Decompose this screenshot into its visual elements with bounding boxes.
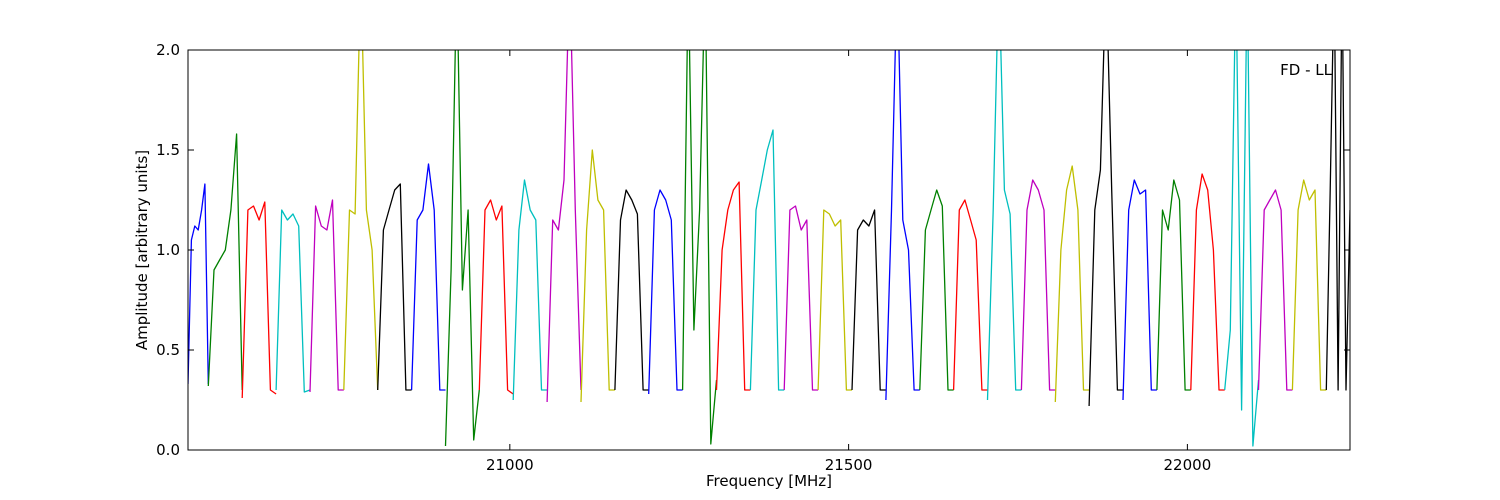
- series-line-4: [309, 199, 344, 393]
- y-tick-label: 0.5: [156, 341, 180, 359]
- plot-area-background: [188, 50, 1350, 450]
- series-line-24: [986, 50, 1022, 401]
- series-line-17: [749, 129, 785, 391]
- series-line-16: [715, 181, 751, 391]
- series-line-10: [512, 179, 548, 401]
- x-axis-label: Frequency [MHz]: [706, 472, 832, 490]
- series-line-8: [444, 50, 480, 447]
- x-tick-label: 21000: [486, 456, 534, 474]
- y-tick-label: 0.0: [156, 441, 180, 459]
- series-line-27: [1088, 50, 1123, 407]
- y-axis: 0.0 0.5 1.0 1.5 2.0: [156, 41, 1350, 459]
- y-tick-label: 2.0: [156, 41, 180, 59]
- series-line-18: [783, 205, 819, 391]
- series-line-25: [1020, 179, 1056, 391]
- series-line-2: [241, 201, 277, 399]
- series-line-21: [885, 50, 920, 401]
- series-line-3: [275, 209, 311, 393]
- series-line-29: [1156, 179, 1191, 391]
- series-line-19: [817, 209, 852, 391]
- series-line-6: [377, 183, 412, 391]
- series-line-23: [952, 199, 988, 391]
- y-tick-label: 1.0: [156, 241, 180, 259]
- series-line-9: [478, 199, 514, 395]
- series-line-13: [614, 189, 649, 391]
- series-line-34: [1325, 50, 1350, 391]
- series-line-30: [1190, 173, 1225, 391]
- series-line-31: [1224, 50, 1260, 447]
- series-line-12: [580, 149, 615, 403]
- y-axis-label: Amplitude [arbitrary units]: [133, 150, 151, 350]
- series-line-15: [681, 50, 718, 445]
- annotation-text: FD - LL: [1280, 61, 1332, 79]
- series-line-33: [1291, 179, 1327, 391]
- series-line-14: [648, 189, 683, 395]
- series-line-22: [919, 189, 954, 391]
- y-tick-label: 1.5: [156, 141, 180, 159]
- series-line-1: [207, 133, 243, 391]
- series-line-0: [188, 183, 209, 385]
- series-line-28: [1122, 179, 1157, 401]
- x-tick-label: 22000: [1164, 456, 1212, 474]
- series-line-20: [851, 209, 886, 391]
- series-line-5: [343, 50, 379, 391]
- x-axis: 21000 21500 22000: [486, 50, 1211, 474]
- series-line-11: [546, 50, 582, 403]
- series-line-7: [410, 163, 446, 391]
- series-line-32: [1257, 189, 1293, 391]
- series-layer: [188, 50, 1350, 447]
- series-line-26: [1054, 165, 1090, 403]
- x-tick-label: 21500: [825, 456, 873, 474]
